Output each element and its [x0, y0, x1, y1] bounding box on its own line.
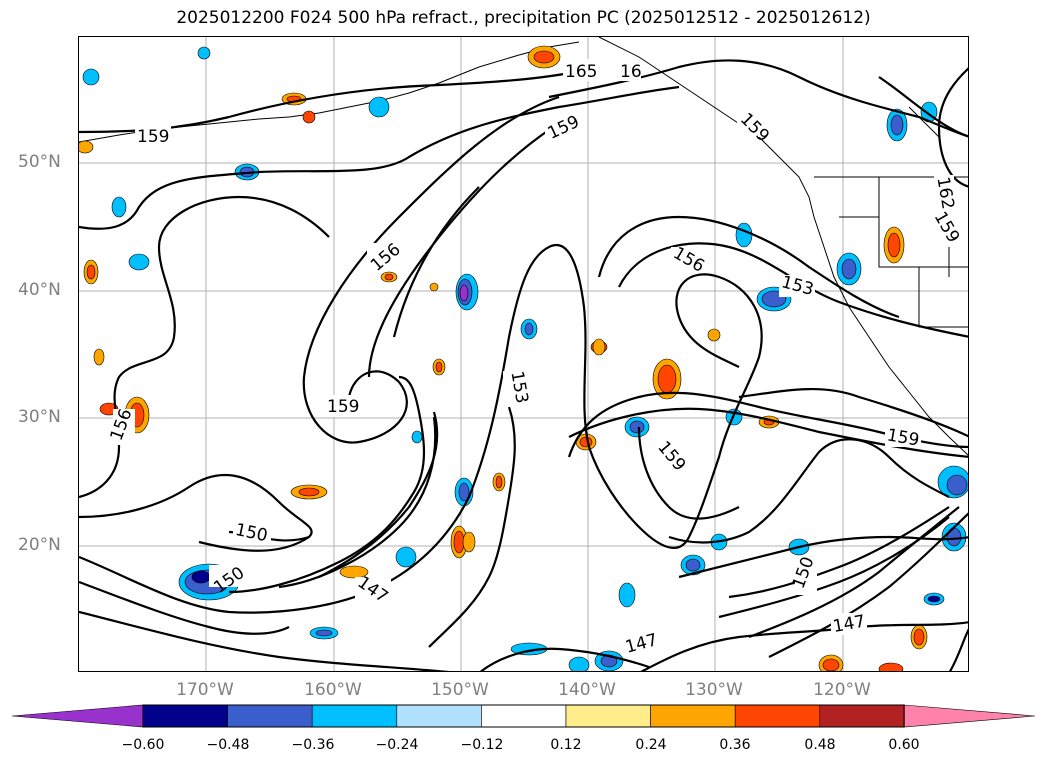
map-canvas: 165 16 159 159 159 162 159 156 156 153 1… — [79, 37, 968, 671]
contour-labels: 165 16 159 159 159 162 159 156 156 153 1… — [107, 59, 963, 658]
colorbar-tick-048: 0.48 — [804, 737, 836, 753]
colorbar-segment — [311, 704, 398, 728]
lat-label-50n: 50°N — [18, 152, 61, 172]
colorbar-tick-neg036: −0.36 — [291, 737, 335, 753]
contour-label-159-c: 159 — [736, 109, 773, 146]
colorbar-segment — [734, 704, 821, 728]
colorbar-tick-012: 0.12 — [550, 737, 582, 753]
map-panel[interactable]: 165 16 159 159 159 162 159 156 156 153 1… — [78, 36, 969, 672]
contour-label-16: 16 — [620, 62, 642, 82]
colorbar-segment — [650, 704, 736, 728]
colorbar-extend-min — [11, 704, 144, 728]
colorbar-segment — [396, 704, 482, 728]
colorbar-tick-036: 0.36 — [719, 737, 751, 753]
colorbar-tick-neg024: −0.24 — [375, 737, 419, 753]
contour-label-159-e: 159 — [327, 397, 359, 417]
lon-label-140w: 140°W — [558, 680, 616, 700]
lat-label-40n: 40°N — [18, 280, 61, 300]
colorbar-tick-060: 0.60 — [888, 737, 920, 753]
contour-label-165: 165 — [565, 62, 597, 82]
colorbar-segment — [227, 704, 313, 728]
lon-label-160w: 160°W — [304, 680, 362, 700]
contour-label-159-a: 159 — [137, 127, 169, 147]
colorbar-tick-024: 0.24 — [635, 737, 667, 753]
lat-label-20n: 20°N — [18, 535, 61, 555]
map-title: 2025012200 F024 500 hPa refract., precip… — [176, 8, 871, 28]
colorbar-extend-max — [904, 704, 1036, 728]
colorbar-tick-neg060: −0.60 — [121, 737, 165, 753]
lon-label-130w: 130°W — [685, 680, 743, 700]
lon-label-120w: 120°W — [813, 680, 871, 700]
colorbar-segment — [819, 704, 905, 728]
lat-label-30n: 30°N — [18, 407, 61, 427]
colorbar-tick-neg012: −0.12 — [460, 737, 504, 753]
lon-label-150w: 150°W — [431, 680, 489, 700]
colorbar — [11, 704, 1036, 728]
colorbar-segment — [481, 704, 567, 728]
lon-label-170w: 170°W — [176, 680, 234, 700]
colorbar-segment — [142, 704, 228, 728]
colorbar-tick-neg048: −0.48 — [206, 737, 250, 753]
colorbar-segment — [565, 704, 651, 728]
